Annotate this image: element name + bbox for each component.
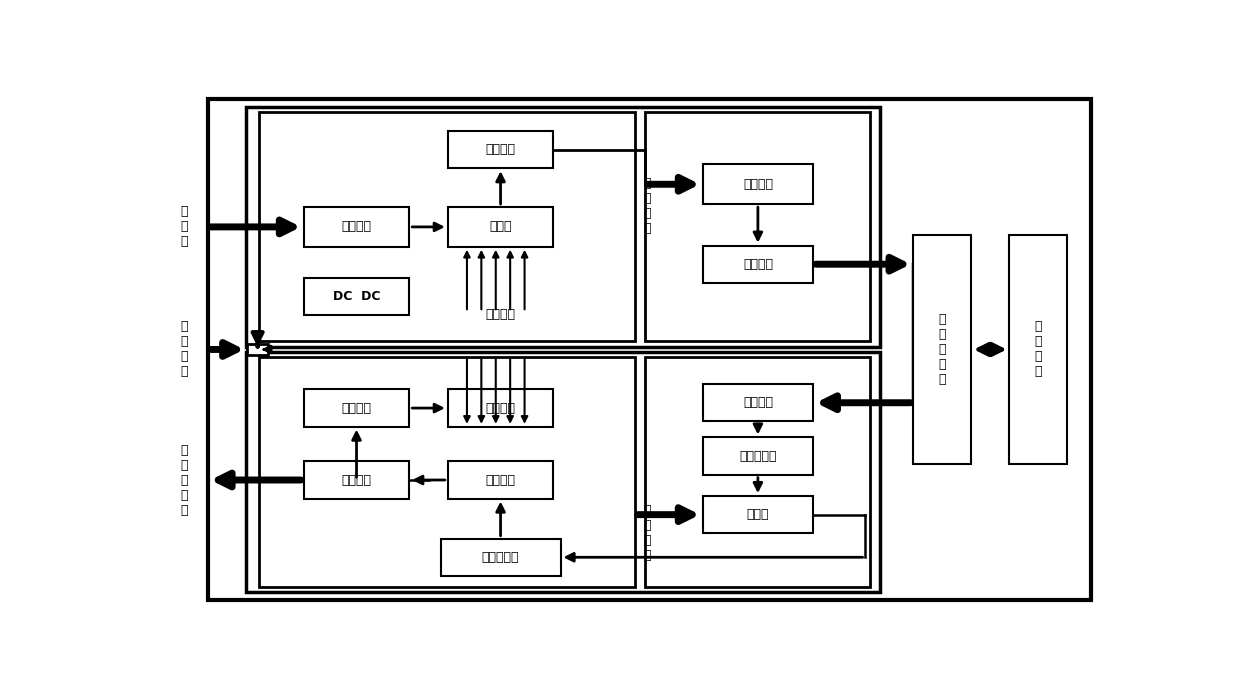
Text: 收
发
天
线: 收 发 天 线: [1035, 320, 1042, 379]
Bar: [304, 462, 409, 499]
Bar: [703, 384, 813, 421]
Bar: [703, 246, 813, 283]
Bar: [1010, 235, 1067, 464]
Bar: [703, 437, 813, 475]
Text: 上变频: 上变频: [489, 221, 512, 233]
Bar: [703, 164, 813, 204]
Text: 滤波限幅: 滤波限幅: [743, 397, 773, 409]
Text: 收
发
双
工
器: 收 发 双 工 器: [938, 313, 947, 386]
Bar: [447, 390, 554, 427]
Bar: [247, 344, 268, 355]
Text: 遥控提取: 遥控提取: [342, 401, 372, 415]
Text: 视频调制: 视频调制: [342, 221, 372, 233]
Bar: [703, 496, 813, 534]
Bar: [247, 107, 880, 347]
Bar: [913, 235, 971, 464]
Text: DC  DC: DC DC: [333, 290, 380, 302]
Text: 频
率
控
制: 频 率 控 制: [644, 504, 652, 563]
Bar: [644, 358, 870, 587]
Bar: [644, 112, 870, 341]
Text: 下变频: 下变频: [747, 508, 769, 521]
Bar: [441, 538, 560, 576]
Bar: [447, 462, 554, 499]
Text: 功
率
控
制: 功 率 控 制: [644, 176, 652, 235]
Bar: [259, 112, 636, 341]
Text: 接
引
头: 接 引 头: [180, 206, 187, 248]
Text: 数字下变频: 数字下变频: [482, 551, 519, 564]
Bar: [247, 352, 880, 592]
Text: 输出滤波: 输出滤波: [486, 143, 515, 156]
Bar: [447, 131, 554, 168]
Text: 输出滤波: 输出滤波: [743, 257, 773, 271]
Bar: [304, 277, 409, 315]
Text: 电压转换: 电压转换: [486, 401, 515, 415]
Bar: [304, 207, 409, 247]
Text: 功率放大: 功率放大: [743, 178, 773, 191]
Bar: [259, 358, 636, 587]
Text: 信道译码: 信道译码: [342, 473, 372, 486]
Text: 系
统
电
源: 系 统 电 源: [180, 320, 187, 379]
Bar: [447, 207, 554, 247]
Text: 频率控制: 频率控制: [486, 309, 515, 321]
Text: 测
控
计
算
机: 测 控 计 算 机: [180, 444, 187, 516]
Text: 低噪声放人: 低噪声放人: [740, 450, 777, 462]
Bar: [304, 390, 409, 427]
Text: 解扩解调: 解扩解调: [486, 473, 515, 486]
